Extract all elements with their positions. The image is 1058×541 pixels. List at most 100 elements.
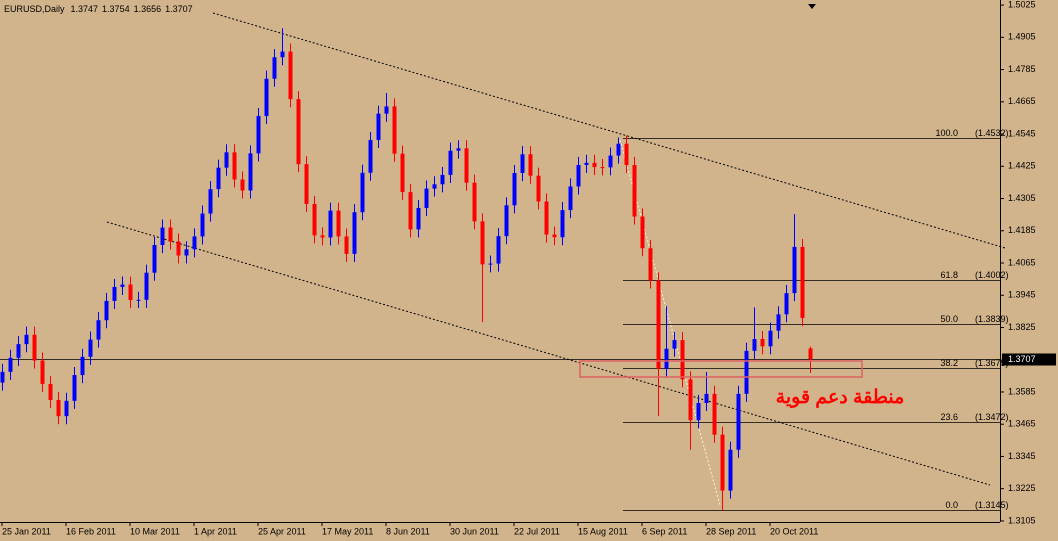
candle-body bbox=[128, 284, 133, 301]
x-tick-label: 8 Jun 2011 bbox=[386, 526, 430, 536]
y-tick-label: 1.4665 bbox=[1008, 96, 1036, 106]
candle-body bbox=[168, 227, 173, 242]
candle-body bbox=[144, 272, 149, 300]
candle-body bbox=[704, 393, 709, 403]
candle-body bbox=[112, 286, 117, 301]
candle-body bbox=[416, 207, 421, 230]
candle-body bbox=[40, 360, 45, 384]
candle-body bbox=[640, 216, 645, 249]
candle-body bbox=[104, 300, 109, 321]
candle-body bbox=[72, 375, 77, 401]
candle-body bbox=[376, 113, 381, 140]
y-tick-label: 1.4785 bbox=[1008, 64, 1036, 74]
candle-body bbox=[728, 449, 733, 491]
support-zone bbox=[579, 360, 863, 378]
candle-body bbox=[392, 106, 397, 154]
candle-body bbox=[200, 213, 205, 237]
y-tick-label: 1.3585 bbox=[1008, 386, 1036, 396]
current-price-label: 1.3707 bbox=[1008, 354, 1036, 364]
y-tick-label: 1.3105 bbox=[1008, 515, 1036, 525]
candle-body bbox=[528, 154, 533, 176]
x-tick-label: 10 Mar 2011 bbox=[130, 526, 180, 536]
x-tick-label: 17 May 2011 bbox=[322, 526, 373, 536]
candle-body bbox=[208, 189, 213, 214]
x-tick-label: 1 Apr 2011 bbox=[194, 526, 237, 536]
fib-level: 23.6 bbox=[940, 412, 958, 422]
trend-line bbox=[212, 12, 1006, 249]
candle-body bbox=[512, 173, 517, 206]
y-tick-label: 1.4065 bbox=[1008, 257, 1036, 267]
candle-body bbox=[296, 99, 301, 165]
candle-body bbox=[56, 400, 61, 417]
fib-price-label: (1.3675) bbox=[975, 358, 1009, 368]
y-tick-label: 1.3825 bbox=[1008, 322, 1036, 332]
candle-body bbox=[792, 246, 797, 294]
candle-body bbox=[272, 57, 277, 79]
x-tick-label: 15 Aug 2011 bbox=[578, 526, 628, 536]
candle-body bbox=[352, 212, 357, 254]
x-tick-label: 25 Jan 2011 bbox=[2, 526, 51, 536]
candle-body bbox=[424, 188, 429, 208]
candle-body bbox=[448, 150, 453, 175]
candle-body bbox=[232, 152, 237, 180]
candle-body bbox=[720, 434, 725, 491]
candle-body bbox=[784, 293, 789, 315]
candle-body bbox=[336, 210, 341, 237]
candle-body bbox=[672, 340, 677, 349]
candle-body bbox=[48, 383, 53, 401]
candle-body bbox=[752, 339, 757, 351]
candles bbox=[0, 28, 813, 511]
y-tick-label: 1.4305 bbox=[1008, 193, 1036, 203]
x-tick-label: 16 Feb 2011 bbox=[66, 526, 116, 536]
y-tick-label: 1.3225 bbox=[1008, 483, 1036, 493]
x-tick-label: 30 Jun 2011 bbox=[450, 526, 499, 536]
fib-price-label: (1.4532) bbox=[975, 128, 1009, 138]
candle-body bbox=[80, 356, 85, 376]
trend-line bbox=[106, 221, 991, 486]
candle-body bbox=[120, 284, 125, 287]
candle-body bbox=[768, 330, 773, 347]
symbol: EURUSD,Daily bbox=[4, 4, 65, 14]
candle-body bbox=[320, 235, 325, 238]
candle-body bbox=[304, 164, 309, 204]
candle-body bbox=[136, 299, 141, 301]
candle-body bbox=[656, 280, 661, 369]
candle-body bbox=[624, 143, 629, 165]
y-tick-label: 1.3465 bbox=[1008, 419, 1036, 429]
candle-body bbox=[584, 162, 589, 165]
candle-body bbox=[0, 371, 5, 383]
candle-body bbox=[480, 221, 485, 265]
candle-body bbox=[96, 320, 101, 340]
candle-body bbox=[592, 162, 597, 168]
candle-body bbox=[216, 167, 221, 190]
open-price: 1.3747 bbox=[71, 4, 99, 14]
chart-header: EURUSD,Daily 1.3747 1.3754 1.3656 1.3707 bbox=[4, 4, 193, 14]
candle-body bbox=[552, 234, 557, 238]
candle-body bbox=[688, 379, 693, 421]
candle-body bbox=[224, 152, 229, 168]
candle-body bbox=[496, 236, 501, 264]
candle-body bbox=[360, 172, 365, 213]
candle-body bbox=[544, 201, 549, 235]
candle-body bbox=[280, 51, 285, 58]
candle-body bbox=[536, 175, 541, 202]
candle-body bbox=[648, 248, 653, 281]
candle-body bbox=[288, 51, 293, 100]
current-price-box bbox=[1002, 353, 1056, 366]
x-tick-label: 22 Jul 2011 bbox=[514, 526, 560, 536]
candle-body bbox=[192, 236, 197, 250]
candle-body bbox=[560, 210, 565, 238]
candle-body bbox=[312, 203, 317, 236]
candle-body bbox=[744, 350, 749, 394]
candle-body bbox=[24, 334, 29, 345]
candle-body bbox=[488, 263, 493, 265]
fib-price-label: (1.3839) bbox=[975, 314, 1009, 324]
fib-price-label: (1.3145) bbox=[975, 500, 1009, 510]
fib-level: 100.0 bbox=[935, 128, 958, 138]
fib-level: 38.2 bbox=[940, 358, 958, 368]
candle-body bbox=[712, 393, 717, 435]
candle-body bbox=[400, 153, 405, 193]
candle-body bbox=[616, 143, 621, 156]
